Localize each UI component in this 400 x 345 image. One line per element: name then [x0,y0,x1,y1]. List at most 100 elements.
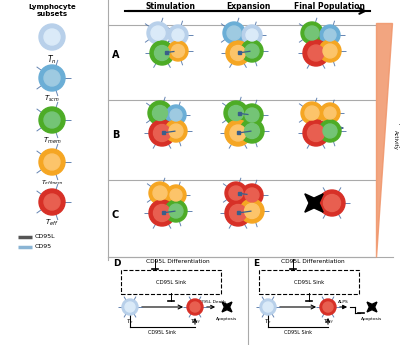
Circle shape [150,41,174,65]
Circle shape [230,205,246,221]
Bar [162,211,165,214]
Text: Final Population: Final Population [294,2,366,11]
Circle shape [245,44,259,58]
Circle shape [320,299,336,315]
Circle shape [319,120,341,142]
Text: C: C [112,210,119,220]
Circle shape [246,29,258,41]
Circle shape [170,109,182,121]
Text: B: B [112,130,119,140]
Polygon shape [222,302,232,312]
Text: CD95L Sink: CD95L Sink [148,330,176,335]
Text: $T_{eff}$: $T_{eff}$ [45,218,59,228]
Text: $T_n$: $T_n$ [126,317,134,326]
Circle shape [301,22,323,44]
Circle shape [187,299,203,315]
Bar [237,131,240,135]
Bar [238,112,241,115]
Circle shape [165,200,187,222]
Circle shape [39,107,65,133]
Bar [237,211,240,215]
Text: Apoptosis: Apoptosis [216,317,238,321]
Text: $T_{mem}$: $T_{mem}$ [43,136,61,146]
Text: CD95L Sink: CD95L Sink [284,330,312,335]
Circle shape [228,106,244,120]
Text: $T_n$: $T_n$ [264,317,272,326]
Bar [164,51,168,54]
Circle shape [241,104,263,126]
Circle shape [39,24,65,50]
Circle shape [122,299,138,315]
Circle shape [224,101,248,125]
Circle shape [44,112,60,128]
Bar [238,192,241,195]
Polygon shape [376,23,392,257]
Circle shape [166,105,186,125]
Circle shape [39,65,65,91]
Text: CD95L Sink: CD95L Sink [156,279,186,285]
Text: CD95L: CD95L [35,235,56,239]
Circle shape [151,26,165,40]
Text: CD95L Differentiation: CD95L Differentiation [281,259,345,264]
Text: ALPS: ALPS [338,300,348,304]
Circle shape [323,302,333,312]
Circle shape [169,204,183,218]
Circle shape [245,188,259,202]
Text: $T_{eff}$: $T_{eff}$ [322,317,334,326]
Circle shape [230,125,246,141]
Polygon shape [305,194,323,212]
Circle shape [225,200,251,226]
Text: $T_{eff}$: $T_{eff}$ [190,317,200,326]
Circle shape [323,44,337,58]
Text: Expansion: Expansion [226,2,270,11]
Circle shape [263,302,273,312]
Circle shape [245,108,259,122]
Circle shape [225,182,247,204]
Text: E: E [253,259,259,268]
Circle shape [190,302,200,312]
Circle shape [308,125,324,141]
Circle shape [44,154,60,170]
Text: CD95L Death: CD95L Death [197,300,225,304]
Circle shape [149,200,175,226]
Circle shape [152,106,168,120]
Circle shape [165,120,187,142]
Circle shape [225,120,251,146]
Circle shape [260,299,276,315]
Text: CD95L Differentiation: CD95L Differentiation [146,259,210,264]
Circle shape [172,45,184,58]
Circle shape [169,124,183,138]
Circle shape [39,149,65,175]
Circle shape [244,124,260,138]
Circle shape [320,25,340,45]
Circle shape [229,186,243,200]
Circle shape [154,125,170,141]
Bar [162,131,165,134]
Circle shape [241,184,263,206]
Circle shape [305,106,319,120]
Circle shape [230,46,246,60]
Text: $T_{scm}$: $T_{scm}$ [44,94,60,104]
Circle shape [147,22,169,44]
Text: CD95L Sink: CD95L Sink [294,279,324,285]
Circle shape [223,22,245,44]
Circle shape [148,101,172,125]
Circle shape [303,120,329,146]
Circle shape [227,26,241,40]
Circle shape [154,46,170,60]
Circle shape [226,41,250,65]
Circle shape [319,40,341,62]
Circle shape [153,186,167,200]
Text: $T_n$: $T_n$ [47,53,57,66]
Circle shape [39,189,65,215]
Circle shape [44,29,60,45]
Circle shape [44,194,60,210]
Circle shape [149,120,175,146]
Circle shape [242,25,262,45]
Circle shape [125,302,135,312]
Circle shape [168,41,188,61]
Text: D: D [113,259,120,268]
Circle shape [240,199,264,223]
Circle shape [241,40,263,62]
Text: A: A [112,50,120,60]
